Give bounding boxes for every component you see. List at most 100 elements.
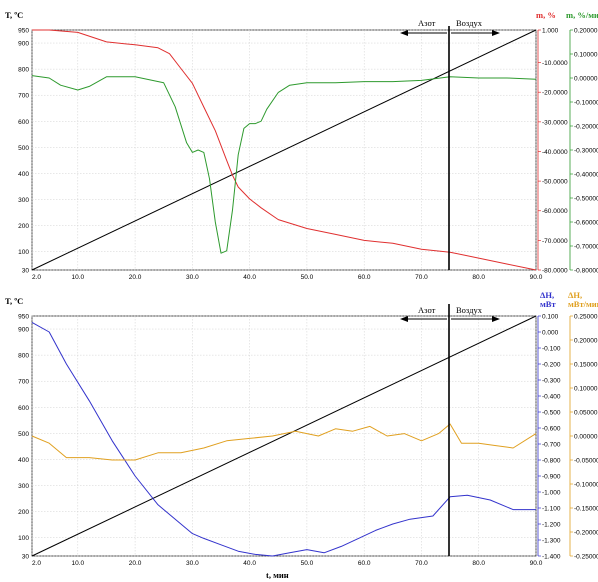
series-line-left [31, 29, 537, 271]
right2-tick-label: -0.30000 [574, 148, 598, 155]
right2-tick-label: -0.60000 [574, 220, 598, 227]
right1-tick-label: -1.400 [542, 554, 561, 561]
right2-tick-label: -0.15000 [574, 506, 598, 513]
right2-tick-label: 0.25000 [574, 314, 598, 321]
left-tick-label: 500 [18, 145, 29, 152]
left-tick-label: 300 [18, 197, 29, 204]
top-gas-switch-annotation: Азот Воздух [400, 18, 500, 270]
right2-tick-label: -0.70000 [574, 244, 598, 251]
right1-tick-label: -30.0000 [542, 119, 568, 126]
left-tick-label: 500 [18, 431, 29, 438]
left-tick-label: 900 [18, 327, 29, 334]
x-tick-label: 20.0 [129, 274, 142, 281]
bottom-left-axis-ticks: 30 100 200 300 400 500 600 700 800 900 950 [18, 314, 29, 561]
x-tick-label: 10.0 [71, 274, 84, 281]
left-tick-label: 600 [18, 119, 29, 126]
bottom-x-axis-label: t, мин [266, 570, 289, 580]
x-tick-label: 2.0 [32, 560, 41, 567]
right2-tick-label: 0.10000 [574, 386, 598, 393]
x-tick-label: 30.0 [186, 274, 199, 281]
left-tick-label: 700 [18, 379, 29, 386]
right1-tick-label: -0.200 [542, 362, 561, 369]
top-right-axis-2-label: m, %/мин [566, 10, 598, 20]
x-tick-label: 10.0 [71, 560, 84, 567]
left-tick-label: 400 [18, 171, 29, 178]
bottom-right-axis-1-label: ΔH, мВт [540, 290, 556, 309]
top-gridlines [31, 29, 537, 271]
x-tick-label: 40.0 [243, 274, 256, 281]
top-x-axis-ticks: 2.0 10.0 20.0 30.0 40.0 50.0 60.0 70.0 80.0 90.0 [32, 274, 543, 281]
x-tick-label: 50.0 [301, 560, 314, 567]
right1-tick-label: -1.000 [542, 490, 561, 497]
right2-tick-label: 0.05000 [574, 410, 598, 417]
x-tick-label: 90.0 [530, 560, 543, 567]
bottom-right-axis-2-label: ΔH,мВт/мин [568, 290, 598, 309]
top-chart: 30 100 200 300 400 500 600 700 800 900 950 1.000 -1… [5, 10, 598, 281]
bottom-gridlines [31, 315, 537, 557]
left-tick-label: 700 [18, 93, 29, 100]
top-arrowhead-left [400, 30, 408, 36]
series-line-right2 [31, 423, 537, 461]
bottom-series-group [31, 315, 537, 557]
top-left-axis-ticks: 30 100 200 300 400 500 600 700 800 900 950 [18, 28, 29, 275]
top-series-group [31, 29, 537, 271]
x-tick-label: 60.0 [358, 560, 371, 567]
x-tick-label: 40.0 [243, 560, 256, 567]
top-arrowhead-right [492, 30, 500, 36]
right1-tick-label: -0.600 [542, 426, 561, 433]
right2-tick-label: -0.10000 [574, 100, 598, 107]
x-tick-label: 90.0 [530, 274, 543, 281]
right1-tick-label: -1.200 [542, 522, 561, 529]
right2-tick-label: 0.00000 [574, 434, 598, 441]
right1-tick-label: -0.900 [542, 474, 561, 481]
left-tick-label: 950 [18, 314, 29, 321]
left-tick-label: 300 [18, 483, 29, 490]
right2-tick-label: 0.15000 [574, 362, 598, 369]
right1-tick-label: -80.0000 [542, 268, 568, 275]
right2-tick-label: -0.40000 [574, 172, 598, 179]
left-tick-label: 800 [18, 353, 29, 360]
left-tick-label: 200 [18, 509, 29, 516]
bottom-label-air: Воздух [456, 305, 483, 315]
right2-tick-label: -0.20000 [574, 530, 598, 537]
right2-tick-label: 0.10000 [574, 52, 598, 59]
right1-tick-label: -0.700 [542, 442, 561, 449]
x-tick-label: 70.0 [415, 560, 428, 567]
series-line-right2 [31, 75, 537, 254]
top-label-air: Воздух [456, 18, 483, 28]
left-tick-label: 900 [18, 41, 29, 48]
top-left-axis-label: T, ºC [5, 10, 23, 20]
left-tick-label: 100 [18, 249, 29, 256]
right1-tick-label: -10.0000 [542, 60, 568, 67]
bottom-arrowhead-right [492, 316, 500, 322]
right1-tick-label: -0.100 [542, 346, 561, 353]
right2-tick-label: -0.20000 [574, 124, 598, 131]
right2-tick-label: 0.20000 [574, 338, 598, 345]
left-tick-label: 200 [18, 223, 29, 230]
x-tick-label: 70.0 [415, 274, 428, 281]
x-tick-label: 30.0 [186, 560, 199, 567]
right2-tick-label: -0.25000 [574, 554, 598, 561]
top-right-axis-1-label: m, % [536, 10, 556, 20]
left-tick-label: 400 [18, 457, 29, 464]
left-tick-label: 30 [22, 554, 30, 561]
bottom-arrowhead-left [400, 316, 408, 322]
right2-tick-label: -0.80000 [574, 268, 598, 275]
x-tick-label: 2.0 [32, 274, 41, 281]
right1-tick-label: -20.0000 [542, 90, 568, 97]
right2-tick-label: 0.20000 [574, 28, 598, 35]
right1-tick-label: -1.300 [542, 538, 561, 545]
x-tick-label: 80.0 [472, 560, 485, 567]
top-label-nitrogen: Азот [418, 18, 436, 28]
bottom-gas-switch-annotation: Азот Воздух [400, 304, 500, 556]
left-tick-label: 950 [18, 28, 29, 35]
right2-tick-label: -0.50000 [574, 196, 598, 203]
right1-tick-label: -50.0000 [542, 179, 568, 186]
series-line-right1 [31, 321, 536, 557]
x-tick-label: 50.0 [301, 274, 314, 281]
bottom-left-axis-label: T, ºC [5, 296, 23, 306]
right2-tick-label: -0.10000 [574, 482, 598, 489]
left-tick-label: 800 [18, 67, 29, 74]
